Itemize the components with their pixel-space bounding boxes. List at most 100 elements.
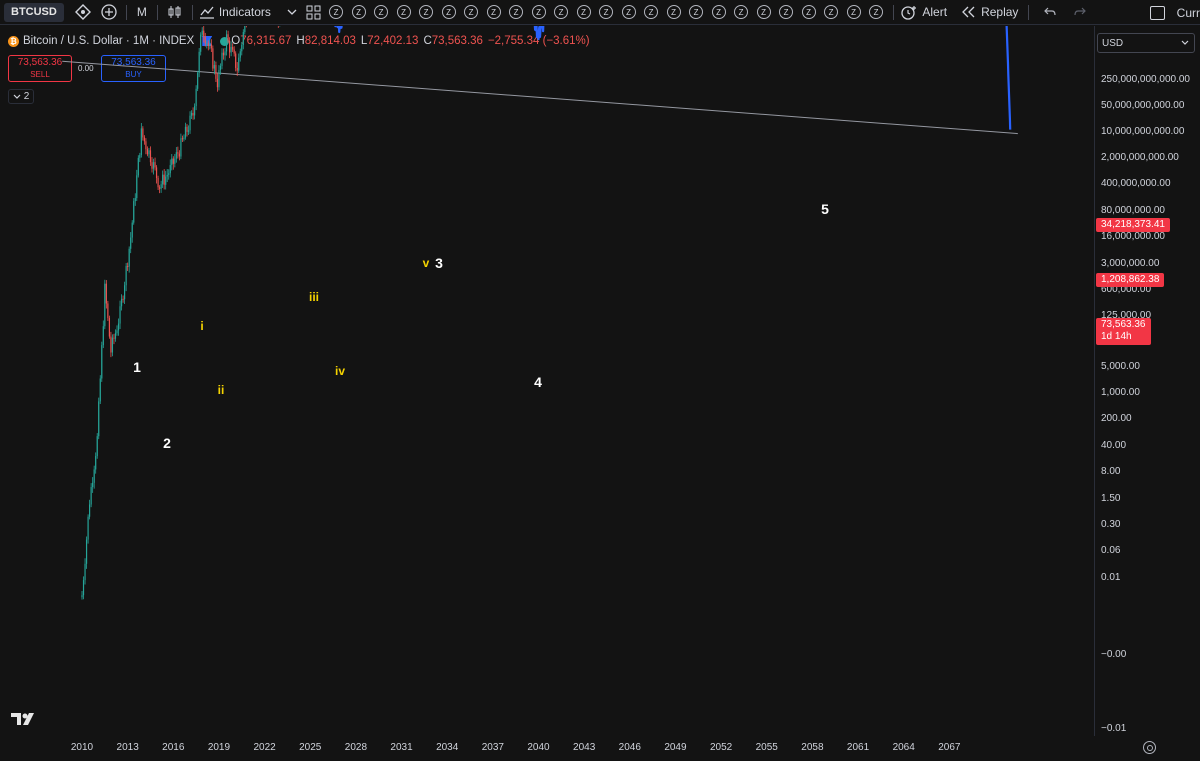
price-tick-label: 1.50	[1101, 493, 1121, 504]
favorite-tool-button[interactable]: Z	[415, 3, 438, 22]
candle-body	[189, 115, 191, 131]
candle-body	[134, 198, 136, 202]
candle-body	[215, 65, 217, 79]
wave-label: 1	[133, 359, 141, 375]
candle-body	[120, 298, 123, 307]
toolbar-right: Curr	[1149, 0, 1200, 25]
favorite-tool-button[interactable]: Z	[640, 3, 663, 22]
favorite-tool-button[interactable]: Z	[707, 3, 730, 22]
redo-icon[interactable]	[1069, 3, 1091, 22]
candle-body	[133, 201, 135, 223]
open-label: O	[231, 35, 241, 47]
watchlist-diamond-icon[interactable]	[72, 3, 94, 22]
time-tick-label: 2040	[527, 742, 550, 753]
candle-body	[225, 34, 228, 52]
favorite-tool-button[interactable]: Z	[572, 3, 595, 22]
candle-body	[89, 504, 91, 517]
candle-body	[122, 298, 124, 300]
symbol-title[interactable]: Bitcoin / U.S. Dollar · 1M · INDEX	[23, 35, 195, 47]
candle-body	[105, 283, 107, 304]
candle-body	[218, 69, 220, 88]
favorite-tool-button[interactable]: Z	[775, 3, 798, 22]
candle-body	[93, 469, 95, 483]
candle-body	[152, 162, 155, 169]
indicators-collapse-button[interactable]: 2	[8, 89, 34, 104]
sell-price: 73,563.36	[17, 57, 63, 68]
candle-body	[139, 154, 141, 158]
price-axis[interactable]	[1094, 26, 1200, 736]
replay-button[interactable]: Replay	[961, 3, 1022, 22]
flag-icon[interactable]	[202, 36, 213, 46]
favorite-tool-button[interactable]: Z	[752, 3, 775, 22]
interval-button[interactable]: M	[136, 5, 147, 19]
toolbar-divider	[125, 4, 127, 20]
candle-body	[219, 65, 222, 70]
favorite-tool-button[interactable]: Z	[482, 3, 505, 22]
candle-body	[145, 141, 147, 150]
buy-button[interactable]: 73,563.36 BUY	[101, 55, 166, 82]
favorite-tool-button[interactable]: Z	[865, 3, 888, 22]
fullscreen-square-icon[interactable]	[1149, 3, 1165, 22]
symbol-search-button[interactable]: BTCUSD	[4, 2, 64, 22]
current-price: 73,563.36	[1101, 319, 1146, 330]
alert-label: Alert	[922, 5, 948, 19]
favorite-tool-button[interactable]: Z	[797, 3, 820, 22]
candle-body	[155, 167, 158, 178]
time-tick-label: 2010	[70, 742, 94, 753]
indicators-button[interactable]: Indicators	[199, 3, 275, 22]
candle-body	[186, 126, 188, 132]
undo-icon[interactable]	[1039, 3, 1061, 22]
candle-body	[239, 51, 241, 58]
favorite-tool-button[interactable]: Z	[617, 3, 640, 22]
candle-body	[98, 401, 100, 437]
candle-body	[128, 248, 130, 267]
candle-body	[90, 487, 92, 505]
collapsed-count: 2	[23, 91, 30, 102]
favorite-tool-button[interactable]: Z	[662, 3, 685, 22]
favorite-tool-button[interactable]: Z	[505, 3, 528, 22]
candle-body	[200, 34, 202, 52]
candle-body	[140, 128, 142, 155]
favorite-tool-button[interactable]: Z	[550, 3, 573, 22]
currency-select[interactable]: USD	[1097, 33, 1195, 53]
candle-body	[154, 162, 156, 168]
settings-gear-icon[interactable]	[1143, 741, 1156, 754]
candle-body	[117, 323, 120, 331]
tradingview-logo	[11, 712, 37, 730]
favorite-tool-button[interactable]: Z	[842, 3, 865, 22]
favorite-tool-label: Z	[824, 5, 839, 19]
layouts-grid-icon[interactable]	[303, 3, 325, 22]
favorite-tool-button[interactable]: Z	[392, 3, 415, 22]
candle-body	[136, 175, 138, 199]
price-tick-label: 0.06	[1101, 545, 1121, 556]
price-tick-label: 200.00	[1101, 413, 1132, 424]
time-tick-label: 2049	[664, 742, 687, 753]
favorite-tool-button[interactable]: Z	[595, 3, 618, 22]
candle-style-icon[interactable]	[164, 3, 186, 22]
chevron-down-icon	[13, 94, 21, 99]
favorite-tool-button[interactable]: Z	[527, 3, 550, 22]
sell-button[interactable]: 73,563.36 SELL	[8, 55, 72, 82]
bitcoin-coin-icon: ₿	[8, 35, 19, 47]
compare-add-icon[interactable]	[98, 3, 120, 22]
candle-body	[82, 580, 85, 596]
favorite-tool-button[interactable]: Z	[437, 3, 460, 22]
alert-button[interactable]: Alert	[900, 3, 951, 22]
favorite-tool-button[interactable]: Z	[820, 3, 843, 22]
currency-menu-label[interactable]: Curr	[1176, 5, 1200, 20]
candle-body	[212, 48, 214, 69]
candle-body	[197, 72, 199, 89]
favorite-tool-button[interactable]: Z	[325, 3, 348, 22]
favorite-tool-button[interactable]: Z	[730, 3, 753, 22]
price-tick-label: 5,000.00	[1101, 361, 1140, 372]
time-tick-label: 2022	[253, 742, 276, 753]
candle-body	[168, 173, 170, 175]
favorite-tool-button[interactable]: Z	[685, 3, 708, 22]
indicators-dropdown-chevron-icon[interactable]	[281, 3, 303, 22]
favorite-tool-button[interactable]: Z	[347, 3, 370, 22]
price-tick-label: 3,000,000.00	[1101, 258, 1160, 269]
favorite-tool-button[interactable]: Z	[370, 3, 393, 22]
favorite-tool-button[interactable]: Z	[460, 3, 483, 22]
